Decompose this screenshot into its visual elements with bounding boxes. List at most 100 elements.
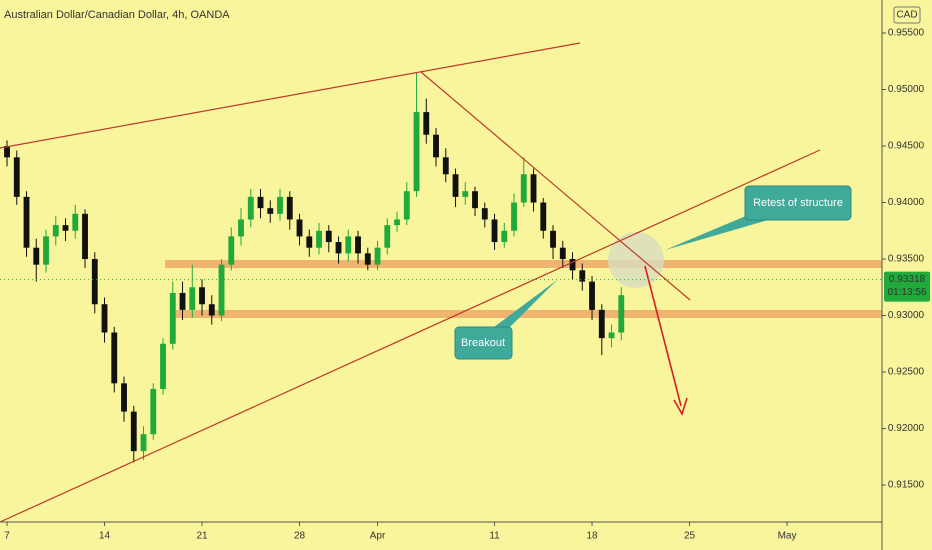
candle-body [364, 253, 371, 265]
candle-body [277, 196, 283, 214]
x-tick-label: May [778, 531, 797, 542]
descending-trendline [420, 71, 691, 301]
candle-body [306, 236, 313, 248]
candle-body [72, 213, 79, 231]
x-tick-label: 28 [294, 531, 306, 542]
candle-body [52, 225, 59, 237]
candle-body [286, 196, 293, 220]
support-zone [170, 310, 882, 318]
candle-body [530, 174, 537, 203]
candle-body [589, 281, 595, 310]
candle-body [501, 230, 508, 243]
candle-body [403, 191, 410, 220]
candle-body [23, 196, 30, 248]
y-tick-label: 0.95000 [888, 84, 925, 95]
candle-body [208, 304, 215, 316]
drawings [165, 232, 882, 318]
candle-body [82, 213, 88, 260]
candle-body [608, 332, 615, 339]
candle-body [296, 219, 303, 237]
candle-body [111, 332, 118, 384]
candle-body [91, 259, 98, 305]
x-tick-label: 11 [489, 531, 500, 542]
candle-body [345, 236, 352, 254]
candle-body [238, 219, 244, 237]
candle-body [150, 388, 157, 435]
candle-body [247, 196, 254, 220]
candle-body [4, 146, 10, 158]
candle-body [130, 411, 137, 452]
candle-body [442, 157, 449, 175]
y-tick-label: 0.93500 [888, 254, 925, 265]
candle-body [257, 196, 264, 209]
candle-body [33, 247, 40, 265]
candle-body [550, 230, 556, 248]
x-tick-label: 25 [684, 531, 696, 542]
projection-arrow [644, 265, 682, 407]
countdown-label: 01:13:56 [888, 287, 927, 298]
x-tick-label: 18 [586, 531, 598, 542]
trendlines: Retest of structure Breakout [0, 42, 852, 523]
candles [4, 72, 625, 463]
candle-body [179, 292, 186, 310]
candle-body [13, 157, 20, 197]
candle-body [121, 383, 127, 412]
last-price-box [884, 271, 930, 302]
candle-body [481, 208, 488, 220]
retest-highlight [608, 232, 664, 288]
candle-body [413, 112, 420, 192]
breakout-label: Breakout [461, 337, 505, 349]
candle-body [43, 236, 49, 265]
candle-body [335, 242, 342, 254]
candle-body [598, 309, 605, 339]
retest-callout [744, 185, 852, 221]
candle-body [491, 219, 498, 243]
candle-body [374, 247, 381, 265]
retest-label: Retest of structure [753, 197, 843, 209]
candle-body [267, 208, 274, 214]
y-tick-label: 0.93000 [888, 310, 925, 321]
candle-body [462, 191, 469, 197]
candle-body [511, 202, 517, 231]
candle-body [433, 134, 439, 158]
candle-body [520, 174, 527, 203]
breakout-pointer [490, 280, 557, 332]
candle-body [579, 270, 586, 282]
chart-title: Australian Dollar/Canadian Dollar, 4h, O… [4, 9, 230, 21]
candle-body [169, 292, 176, 344]
candle-body [316, 230, 322, 248]
candle-body [62, 225, 69, 231]
candle-body [140, 434, 147, 452]
upper-trendline [0, 42, 581, 149]
y-tick-label: 0.94000 [888, 197, 925, 208]
candle-body [160, 343, 166, 389]
candle-body [218, 264, 225, 316]
candle-body [199, 287, 205, 305]
currency: CAD [896, 10, 917, 21]
x-tick-label: 21 [196, 531, 208, 542]
arrow-head [673, 397, 688, 416]
candle-body [559, 247, 566, 260]
last-price-label: 0.93318 [889, 274, 926, 285]
candle-body [384, 225, 391, 248]
y-tick-label: 0.92000 [888, 423, 925, 434]
y-tick-label: 0.95500 [888, 28, 925, 39]
y-tick-label: 0.92500 [888, 367, 925, 378]
candle-body [101, 304, 108, 333]
candle-body [355, 236, 361, 254]
y-tick-label: 0.94500 [888, 141, 925, 152]
resistance-zone [165, 260, 882, 268]
currency-box [893, 6, 921, 24]
candle-body [569, 259, 576, 271]
x-tick-label: Apr [370, 531, 386, 542]
candle-body [452, 174, 459, 197]
candle-body [189, 287, 196, 310]
lower-trendline [0, 149, 821, 523]
candle-body [472, 191, 478, 209]
candle-body [540, 202, 547, 231]
candle-body [325, 230, 332, 243]
candle-body [423, 112, 430, 135]
